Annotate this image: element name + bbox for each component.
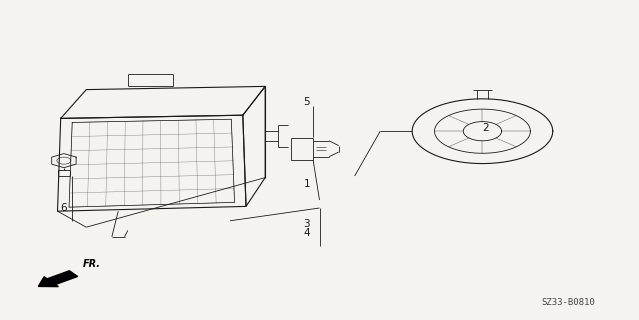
- Text: 6: 6: [61, 203, 67, 213]
- Text: 1: 1: [304, 179, 310, 189]
- Text: 5: 5: [304, 97, 310, 108]
- Text: 4: 4: [304, 228, 310, 238]
- FancyArrow shape: [38, 271, 77, 287]
- Text: FR.: FR.: [83, 260, 101, 269]
- Text: 2: 2: [482, 123, 489, 133]
- Text: SZ33-B0810: SZ33-B0810: [542, 298, 596, 307]
- Text: 3: 3: [304, 219, 310, 229]
